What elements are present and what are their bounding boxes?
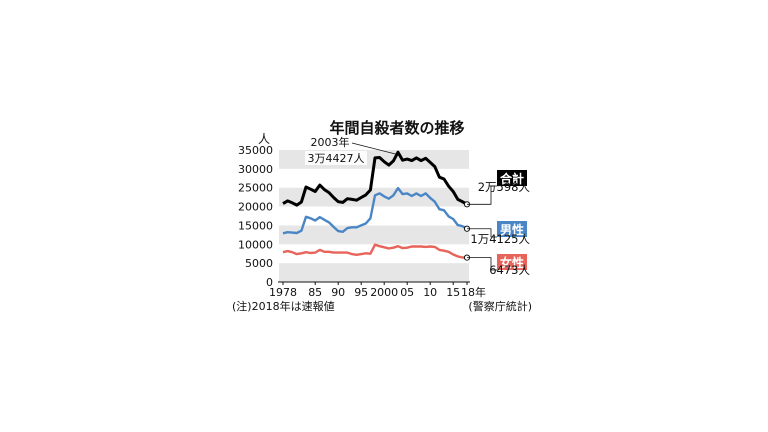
y-tick-label: 20000 [238, 201, 273, 214]
grid-band [279, 225, 469, 245]
grid-band [279, 263, 469, 282]
x-tick-label: 1978 [269, 286, 297, 299]
series-name-badge [497, 254, 527, 270]
x-tick-label: 85 [308, 286, 322, 299]
y-tick-label: 15000 [238, 219, 273, 232]
series-leader-line [467, 228, 497, 238]
series-line-3 [282, 243, 468, 259]
peak-value-label: 3万4427人 [308, 152, 365, 165]
series-lines [282, 150, 471, 261]
series-line-2 [282, 186, 468, 235]
x-tick-label: 18年 [461, 285, 486, 299]
series-end-value: 1万4125人 [470, 232, 530, 246]
y-tick-label: 10000 [238, 238, 273, 251]
x-tick-label: 15 [446, 286, 460, 299]
x-tick-label: 05 [400, 286, 414, 299]
y-axis-ticks: 0 5000 10000 15000 20000 25000 30000 35000 [238, 144, 273, 289]
series-name-badge [497, 221, 527, 237]
series-name-badge [497, 170, 527, 186]
y-tick-label: 35000 [238, 144, 273, 157]
series-end-value: 6473人 [489, 263, 530, 277]
peak-annotation: 2003年 3万4427人 [305, 135, 397, 165]
y-tick-label: 25000 [238, 182, 273, 195]
y-tick-label: 5000 [245, 257, 273, 270]
series-line-1 [282, 150, 468, 207]
x-tick-label: 10 [423, 286, 437, 299]
series-end-value: 2万598人 [478, 180, 531, 194]
x-tick-label: 95 [354, 286, 368, 299]
note-right: (警察庁統計) [468, 299, 532, 313]
series-name-label: 女性 [500, 255, 524, 270]
x-axis-ticks: 1978 85 90 95 2000 05 10 15 18年 [269, 282, 486, 299]
y-tick-label: 0 [266, 276, 273, 289]
series-name-label: 男性 [500, 222, 524, 237]
x-tick-label: 90 [331, 286, 345, 299]
x-tick-label: 2000 [370, 286, 398, 299]
series-leader-line [467, 257, 497, 271]
chart-title: 年間自殺者数の推移 [329, 119, 464, 137]
peak-label-bg [305, 151, 367, 165]
y-tick-label: 30000 [238, 163, 273, 176]
note-left: (注)2018年は速報値 [232, 299, 335, 313]
series-name-label: 合計 [500, 171, 524, 186]
peak-year-label: 2003年 [311, 135, 350, 149]
y-axis-unit: 人 [258, 132, 270, 146]
series-leader-line [467, 185, 497, 205]
peak-leader-line [351, 142, 397, 155]
